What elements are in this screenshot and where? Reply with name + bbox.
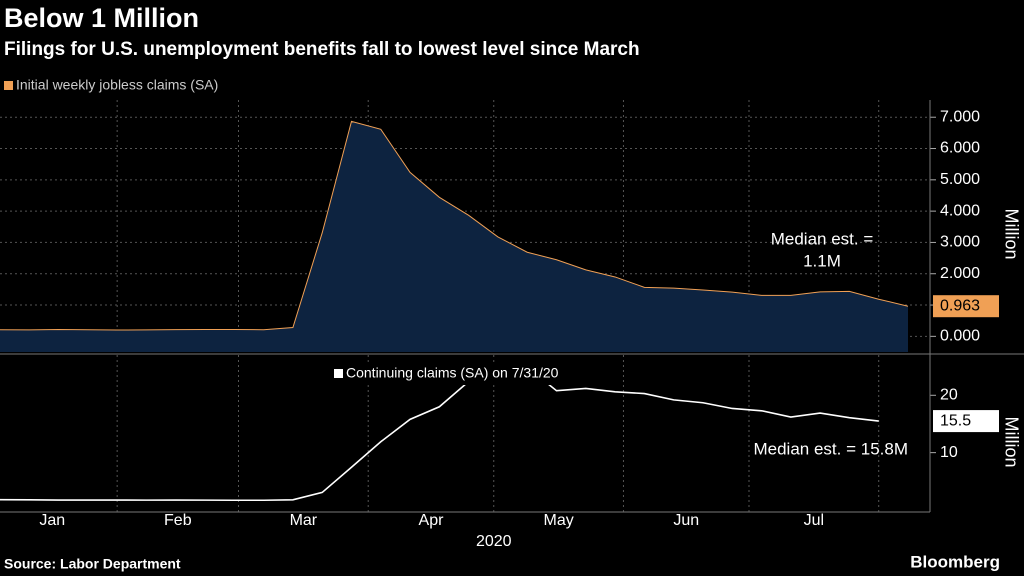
y-tick-label: 3.000 (940, 234, 980, 251)
y-tick-label: 6.000 (940, 140, 980, 157)
x-tick-label: Jul (804, 512, 824, 529)
plot: 0.0001.0002.0003.0004.0005.0006.0007.000… (0, 77, 1021, 550)
legend-swatch (4, 81, 13, 90)
x-tick-label: Apr (419, 512, 445, 529)
value-label: 0.963 (940, 297, 980, 314)
x-tick-label: Jun (673, 512, 699, 529)
legend-label: Initial weekly jobless claims (SA) (16, 77, 218, 93)
y-tick-label: 2.000 (940, 265, 980, 282)
x-tick-label: May (543, 512, 573, 529)
logo: Bloomberg (910, 552, 1000, 571)
line (0, 366, 879, 502)
area (0, 121, 908, 353)
x-tick-label: Feb (164, 512, 192, 529)
x-tick-label: Mar (290, 512, 318, 529)
value-tag (933, 295, 999, 318)
legend-box (328, 363, 578, 385)
value-tag (933, 410, 999, 433)
y-tick-label: 10 (940, 444, 958, 461)
chart-title: Below 1 Million (4, 3, 199, 33)
annotation: Median est. = (771, 229, 874, 248)
y-tick-label: 7.000 (940, 108, 980, 125)
legend-label: Continuing claims (SA) on 7/31/20 (346, 365, 559, 381)
y-axis-label: Million (1001, 208, 1021, 259)
y-tick-label: 0.000 (940, 328, 980, 345)
x-tick-label: Jan (39, 512, 65, 529)
x-axis-label: 2020 (476, 533, 512, 550)
y-tick-label: 4.000 (940, 202, 980, 219)
chart-subtitle: Filings for U.S. unemployment benefits f… (4, 39, 640, 60)
y-tick-label: 5.000 (940, 171, 980, 188)
y-axis-label: Million (1001, 416, 1021, 467)
value-label: 15.5 (940, 412, 971, 429)
legend-swatch (334, 369, 343, 378)
y-tick-label: 20 (940, 387, 958, 404)
annotation: Median est. = 15.8M (753, 439, 908, 458)
line (0, 120, 909, 331)
annotation: 1.1M (803, 251, 841, 270)
source: Source: Labor Department (4, 556, 181, 572)
